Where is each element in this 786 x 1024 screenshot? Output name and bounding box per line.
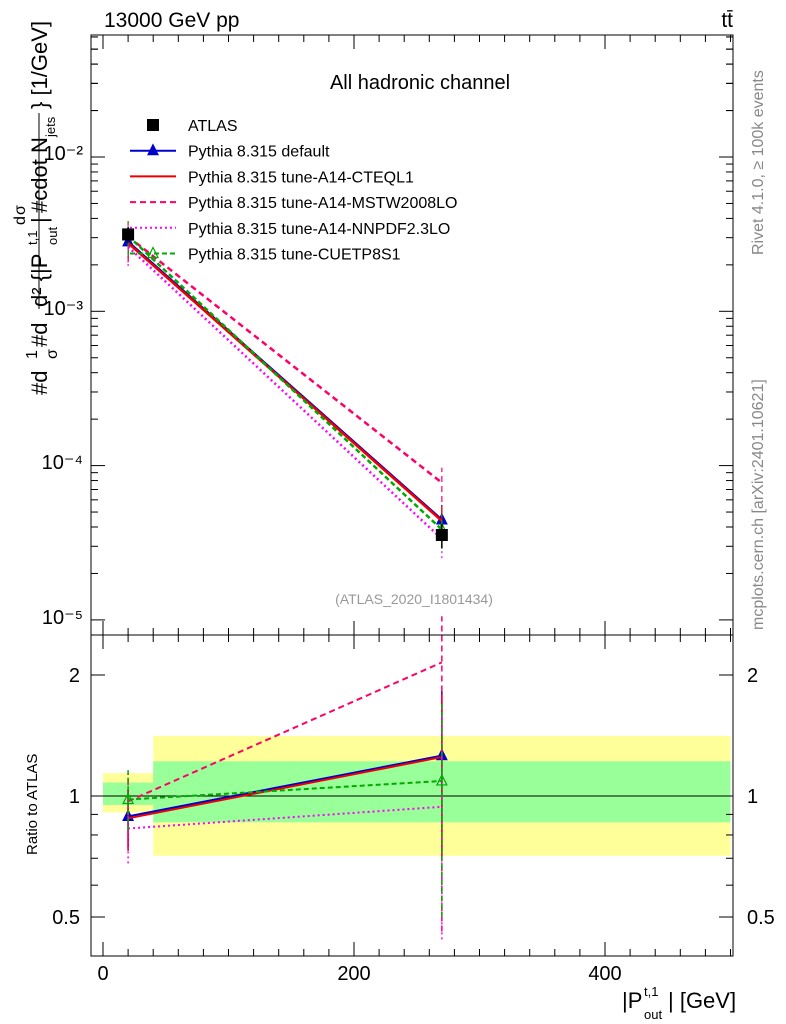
svg-text:out: out: [45, 227, 60, 245]
ratio-series-line: [128, 779, 442, 801]
xaxis-label: |P t,1 out | [GeV]: [622, 984, 736, 1022]
series-line: [127, 242, 443, 522]
legend-marker: [147, 143, 159, 156]
svg-text:|P: |P: [622, 988, 642, 1013]
ratio-series-line: [127, 661, 443, 803]
svg-text:1: 1: [24, 350, 41, 359]
mcplots-label: mcplots.cern.ch [arXiv:2401.10621]: [750, 379, 767, 630]
legend-entry: Pythia 8.315 tune-A14-MSTW2008LO: [188, 195, 457, 212]
main-ytick-label: 10⁻⁵: [42, 607, 83, 629]
data-point: [435, 528, 448, 541]
main-ytick-label: 10⁻²: [44, 143, 84, 165]
svg-text:#d: #d: [27, 371, 52, 395]
ratio-marker: [122, 792, 135, 805]
rivet-label: Rivet 4.1.0, ≥ 100k events: [750, 70, 767, 255]
data-point: [122, 228, 135, 241]
ratio-series-line: [127, 754, 443, 818]
svg-text:} [1/GeV]: } [1/GeV]: [27, 21, 52, 109]
analysis-tag: (ATLAS_2020_I1801434): [335, 591, 493, 607]
ratio-ytick-label: 2: [69, 665, 80, 687]
legend-entry: Pythia 8.315 tune-CUETP8S1: [188, 247, 401, 264]
legend-entry: Pythia 8.315 tune-A14-CTEQL1: [188, 169, 414, 186]
xtick-label: 400: [588, 963, 621, 985]
main-ytick-label: 10⁻³: [44, 298, 84, 320]
xtick-label: 200: [337, 963, 370, 985]
ratio-ytick-label: 0.5: [52, 907, 80, 929]
svg-text:| [GeV]: | [GeV]: [668, 988, 736, 1013]
svg-text:t,1: t,1: [644, 984, 658, 999]
ratio-ytick-label: 1: [69, 786, 80, 808]
series-line: [127, 235, 443, 484]
legend-marker: [147, 246, 159, 259]
xtick-label: 0: [97, 963, 108, 985]
main-title: All hadronic channel: [330, 72, 510, 94]
svg-text:jets: jets: [43, 116, 58, 138]
main-ylabel: #d 1 σ #d d² {|P out t,1 | #cdot N jets …: [12, 21, 61, 395]
svg-text:σ: σ: [44, 349, 61, 359]
series-line: [127, 245, 443, 540]
svg-text:σ: σ: [12, 205, 29, 215]
legend-entry: Pythia 8.315 default: [188, 144, 330, 161]
ratio-ytick-label-right: 2: [747, 665, 758, 687]
ratio-ytick-label-right: 1: [747, 786, 758, 808]
ratio-ylabel: Ratio to ATLAS: [24, 754, 41, 855]
ratio-ytick-label-right: 0.5: [747, 907, 775, 929]
process-label: tt̄: [721, 9, 733, 32]
legend-marker: [147, 119, 159, 131]
svg-text:d: d: [12, 216, 29, 225]
svg-text:#d: #d: [27, 323, 52, 347]
main-ytick-label: 10⁻⁴: [42, 452, 83, 474]
legend-entry: ATLAS: [188, 118, 238, 135]
svg-text:t,1: t,1: [25, 231, 40, 245]
ratio-marker: [435, 773, 448, 786]
legend-entry: Pythia 8.315 tune-A14-NNPDF2.3LO: [188, 221, 450, 238]
beam-label: 13000 GeV pp: [104, 9, 239, 32]
ratio-series-line: [127, 756, 443, 820]
svg-text:out: out: [644, 1007, 662, 1022]
